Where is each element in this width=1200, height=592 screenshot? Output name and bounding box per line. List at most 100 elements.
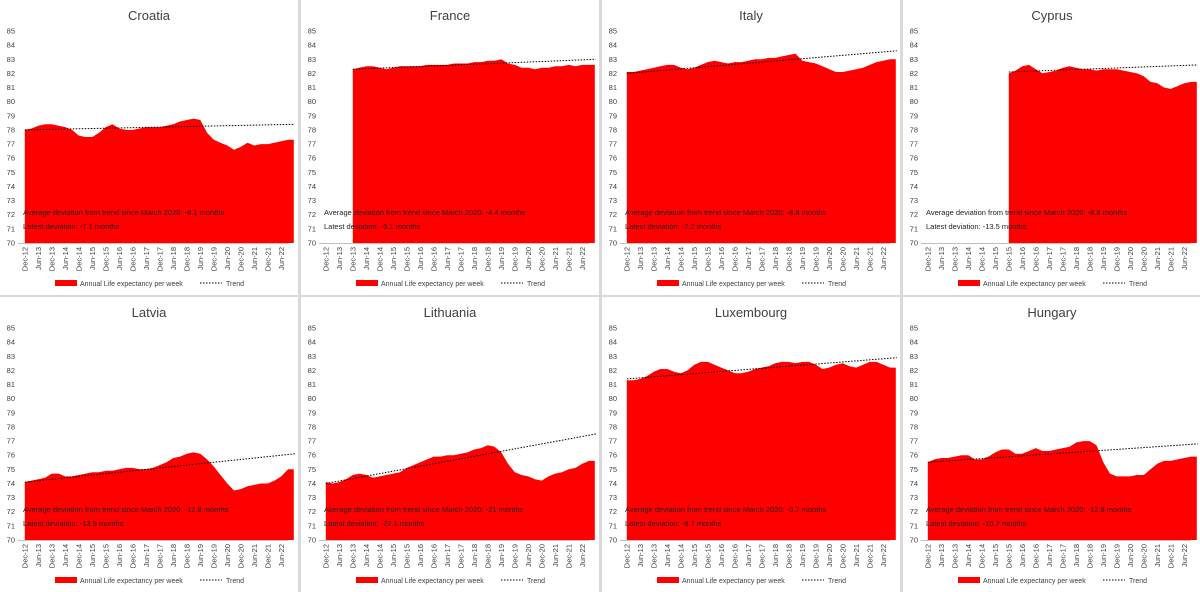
x-tick-label: Jun-21 bbox=[852, 247, 861, 270]
x-tick-label: Dec-13 bbox=[348, 247, 357, 271]
y-tick-label: 79 bbox=[308, 408, 316, 417]
legend-label-trend: Trend bbox=[527, 578, 545, 585]
chart-title: France bbox=[430, 8, 470, 23]
y-tick-label: 76 bbox=[308, 154, 316, 163]
trend-line bbox=[24, 123, 295, 131]
x-tick-label: Jun-15 bbox=[690, 247, 699, 270]
x-tick-group: Jun-17 bbox=[1045, 247, 1054, 270]
y-tick-label: 74 bbox=[609, 182, 617, 191]
x-tick-label: Jun-21 bbox=[250, 247, 259, 270]
x-tick-group: Dec-20 bbox=[537, 247, 546, 271]
x-tick-label: Jun-17 bbox=[142, 247, 151, 270]
legend-label-trend: Trend bbox=[1129, 281, 1147, 288]
x-tick-label: Jun-17 bbox=[142, 544, 151, 567]
x-tick-label: Dec-14 bbox=[74, 544, 83, 568]
x-tick-group: Dec-12 bbox=[923, 544, 932, 568]
x-tick-group: Dec-17 bbox=[1058, 247, 1067, 271]
annotation-latest-deviation: Latest deviation: -10.7 months bbox=[926, 519, 1027, 528]
x-tick-group: Jun-17 bbox=[142, 247, 151, 270]
x-tick-group: Jun-22 bbox=[879, 544, 888, 567]
x-tick-label: Dec-21 bbox=[1166, 247, 1175, 271]
x-tick-label: Jun-13 bbox=[335, 247, 344, 270]
y-tick-label: 79 bbox=[7, 111, 15, 120]
x-tick-group: Jun-16 bbox=[1018, 544, 1027, 567]
y-tick-label: 85 bbox=[308, 27, 316, 36]
x-tick-group: Jun-14 bbox=[964, 544, 973, 567]
y-tick-label: 71 bbox=[7, 224, 15, 233]
x-tick-group: Dec-18 bbox=[483, 544, 492, 568]
x-tick-group: Jun-14 bbox=[663, 247, 672, 270]
x-tick-group: Jun-14 bbox=[362, 544, 371, 567]
y-tick-label: 81 bbox=[308, 83, 316, 92]
trend-line bbox=[626, 50, 897, 74]
y-tick-label: 79 bbox=[910, 408, 918, 417]
x-tick-label: Dec-18 bbox=[1085, 247, 1094, 271]
x-tick-label: Dec-21 bbox=[263, 247, 272, 271]
x-tick-label: Jun-15 bbox=[88, 247, 97, 270]
x-tick-group: Jun-15 bbox=[88, 544, 97, 567]
x-tick-label: Jun-17 bbox=[744, 247, 753, 270]
x-tick-label: Dec-20 bbox=[537, 247, 546, 271]
y-tick-label: 72 bbox=[7, 210, 15, 219]
y-tick-label: 75 bbox=[609, 168, 617, 177]
x-tick-label: Dec-14 bbox=[375, 247, 384, 271]
chart-panel-lithuania: Lithuania 70 71 72 73 74 75 76 77 78 79 80 81 82 83 84 8… bbox=[301, 297, 599, 592]
y-tick-label: 71 bbox=[609, 521, 617, 530]
x-tick-group: Dec-12 bbox=[622, 247, 631, 271]
chart-title: Latvia bbox=[132, 305, 167, 320]
x-tick-group: Dec-17 bbox=[1058, 544, 1067, 568]
x-tick-group: Dec-12 bbox=[20, 544, 29, 568]
x-tick-group: Jun-20 bbox=[1126, 544, 1135, 567]
x-tick-group: Dec-13 bbox=[950, 247, 959, 271]
y-tick-label: 79 bbox=[609, 111, 617, 120]
x-tick-label: Dec-15 bbox=[101, 544, 110, 568]
y-tick-label: 75 bbox=[308, 465, 316, 474]
x-tick-label: Jun-15 bbox=[389, 544, 398, 567]
y-tick-label: 77 bbox=[7, 437, 15, 446]
x-tick-label: Jun-13 bbox=[34, 247, 43, 270]
y-tick-label: 85 bbox=[609, 27, 617, 36]
legend-label-trend: Trend bbox=[828, 281, 846, 288]
y-tick-label: 75 bbox=[7, 168, 15, 177]
y-tick-label: 73 bbox=[7, 196, 15, 205]
y-tick-label: 74 bbox=[308, 479, 316, 488]
x-tick-group: Dec-16 bbox=[429, 247, 438, 271]
y-tick-label: 74 bbox=[7, 479, 15, 488]
x-tick-label: Jun-22 bbox=[1180, 247, 1189, 270]
x-tick-group: Jun-19 bbox=[1099, 247, 1108, 270]
x-tick-label: Dec-21 bbox=[865, 544, 874, 568]
x-tick-label: Jun-20 bbox=[223, 247, 232, 270]
y-tick-label: 76 bbox=[609, 451, 617, 460]
y-tick-label: 80 bbox=[7, 97, 15, 106]
x-tick-group: Dec-18 bbox=[1085, 247, 1094, 271]
y-tick-label: 72 bbox=[609, 507, 617, 516]
x-tick-label: Dec-18 bbox=[1085, 544, 1094, 568]
x-tick-group: Jun-20 bbox=[223, 247, 232, 270]
legend-swatch-area bbox=[657, 280, 679, 286]
x-tick-group: Dec-14 bbox=[676, 544, 685, 568]
chart-svg: Italy 70 71 72 73 74 75 76 77 78 79 80 81 82 83 84 85 Dec… bbox=[609, 8, 897, 288]
y-tick-label: 81 bbox=[7, 380, 15, 389]
y-tick-label: 77 bbox=[308, 140, 316, 149]
legend-label-area: Annual Life expectancy per week bbox=[682, 281, 785, 288]
x-tick-group: Dec-21 bbox=[1166, 247, 1175, 271]
y-tick-label: 82 bbox=[910, 69, 918, 78]
x-tick-label: Dec-12 bbox=[923, 544, 932, 568]
x-tick-group: Jun-21 bbox=[551, 247, 560, 270]
x-tick-group: Jun-16 bbox=[416, 544, 425, 567]
x-tick-label: Dec-16 bbox=[730, 247, 739, 271]
x-tick-group: Jun-15 bbox=[389, 247, 398, 270]
x-tick-label: Jun-13 bbox=[636, 247, 645, 270]
y-tick-label: 78 bbox=[609, 125, 617, 134]
x-tick-group: Dec-19 bbox=[510, 247, 519, 271]
x-tick-label: Jun-14 bbox=[61, 544, 70, 567]
x-tick-label: Dec-12 bbox=[20, 544, 29, 568]
y-tick-label: 76 bbox=[7, 154, 15, 163]
y-tick-label: 70 bbox=[308, 239, 316, 248]
x-tick-group: Jun-21 bbox=[1153, 247, 1162, 270]
area-series-life-expectancy bbox=[325, 445, 595, 540]
area-series-life-expectancy bbox=[927, 441, 1197, 540]
x-tick-group: Dec-18 bbox=[182, 544, 191, 568]
x-tick-label: Dec-13 bbox=[348, 544, 357, 568]
x-tick-label: Jun-14 bbox=[964, 544, 973, 567]
